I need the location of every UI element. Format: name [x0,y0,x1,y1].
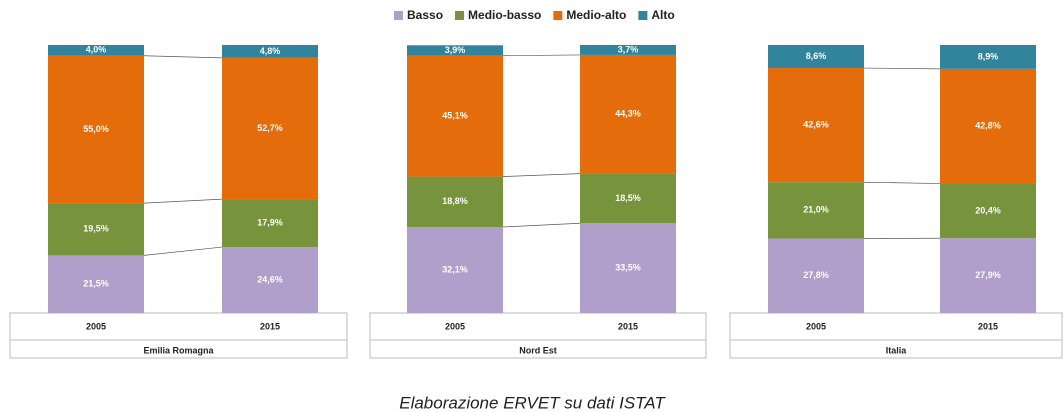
value-label: 42,6% [803,120,829,130]
caption: Elaborazione ERVET su dati ISTAT [399,393,666,412]
connector [143,55,223,59]
x-tick-label: 2015 [260,321,280,331]
axis-box [729,312,1063,359]
bar-segment [407,226,503,313]
panel-title: Nord Est [519,345,557,355]
x-tick-label: 2005 [445,321,465,331]
x-tick-label: 2015 [978,321,998,331]
bar-segment [940,183,1036,239]
value-label: 18,5% [615,193,641,203]
legend-swatch [638,11,648,20]
value-label: 52,7% [257,123,283,133]
bar-segment [407,55,503,177]
bar-segment [768,45,864,69]
legend-label: Medio-basso [468,8,541,22]
value-label: 20,4% [975,205,1001,215]
legend-label: Basso [407,8,443,22]
legend-swatch [394,11,403,20]
bar-segment [407,176,503,227]
connector [502,54,581,57]
x-tick-label: 2015 [618,321,638,331]
value-label: 19,5% [83,224,109,234]
connector [502,173,581,177]
panel-title: Italia [886,345,908,355]
bar-segment [48,55,144,204]
legend-label: Alto [651,8,674,22]
value-label: 18,8% [442,196,468,206]
bar-segment [940,68,1036,184]
connector [863,181,941,184]
bar-segment [222,57,318,200]
bar-segment [940,238,1036,313]
bar-segment [580,223,676,313]
value-label: 27,9% [975,270,1001,280]
legend-swatch [553,11,563,20]
bar-segment [768,238,864,313]
bar-segment [48,203,144,256]
bar-segment [580,45,676,55]
bar-segment [940,45,1036,69]
value-label: 8,6% [806,51,827,61]
axis-box [9,312,348,359]
connector [143,246,223,256]
bar-segment [48,255,144,313]
value-label: 27,8% [803,270,829,280]
legend-label: Medio-alto [566,8,626,22]
value-label: 4,0% [86,45,107,55]
value-label: 33,5% [615,262,641,272]
value-label: 4,8% [260,46,281,56]
value-label: 21,5% [83,279,109,289]
value-label: 21,0% [803,205,829,215]
bar-segment [580,54,676,174]
bar-segment [48,45,144,56]
value-label: 3,9% [445,45,466,55]
bar-segment [222,247,318,313]
x-tick-label: 2005 [86,321,106,331]
bar-segment [768,68,864,183]
value-label: 55,0% [83,124,109,134]
legend-swatch [455,11,465,20]
connector [143,198,223,204]
value-label: 3,7% [618,44,639,54]
axis-box [369,312,707,359]
value-label: 42,8% [975,121,1001,131]
value-label: 32,1% [442,264,468,274]
panel-title: Emilia Romagna [143,345,214,355]
bar-segment [222,45,318,58]
bar-segment [407,45,503,56]
value-label: 17,9% [257,217,283,227]
value-label: 24,6% [257,274,283,284]
connector [502,222,581,228]
x-tick-label: 2005 [806,321,826,331]
value-label: 45,1% [442,111,468,121]
value-label: 44,3% [615,109,641,119]
bar-segment [580,173,676,224]
value-label: 8,9% [978,51,999,61]
bar-segment [768,182,864,239]
connector [863,67,941,70]
bar-segment [222,199,318,248]
